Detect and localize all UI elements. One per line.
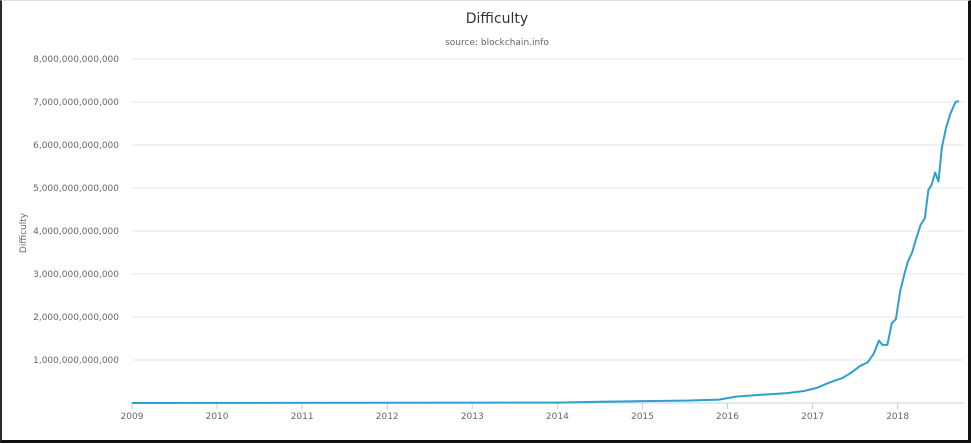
y-tick-label: 3,000,000,000,000 bbox=[33, 270, 119, 280]
x-tick-label: 2017 bbox=[801, 412, 824, 422]
x-tick-label: 2013 bbox=[461, 412, 484, 422]
x-tick-label: 2012 bbox=[376, 412, 399, 422]
y-tick-label: 8,000,000,000,000 bbox=[33, 55, 119, 65]
x-tick-label: 2011 bbox=[291, 412, 314, 422]
grid-lines bbox=[132, 58, 964, 404]
x-tick-label: 2016 bbox=[716, 412, 739, 422]
y-axis-label: Difficulty bbox=[19, 212, 29, 253]
x-tick-label: 2018 bbox=[886, 412, 909, 422]
y-tick-label: 7,000,000,000,000 bbox=[33, 98, 119, 108]
y-tick-label: 5,000,000,000,000 bbox=[33, 184, 119, 194]
chart-subtitle: source: blockchain.info bbox=[445, 38, 549, 48]
x-tick-label: 2010 bbox=[206, 412, 229, 422]
y-tick-label: 2,000,000,000,000 bbox=[33, 313, 119, 323]
x-tick-label: 2015 bbox=[631, 412, 654, 422]
chart-title: Difficulty bbox=[466, 11, 528, 27]
x-tick-label: 2014 bbox=[546, 412, 569, 422]
y-tick-labels: 1,000,000,000,000 2,000,000,000,000 3,000,… bbox=[33, 55, 119, 366]
x-tick-label: 2009 bbox=[121, 412, 144, 422]
series-line-difficulty bbox=[131, 100, 960, 404]
y-tick-label: 1,000,000,000,000 bbox=[33, 356, 119, 366]
y-tick-label: 4,000,000,000,000 bbox=[33, 227, 119, 237]
y-tick-label: 6,000,000,000,000 bbox=[33, 141, 119, 151]
x-tick-labels: 2009 2010 2011 2012 2013 2014 2015 2016 2017 2018 bbox=[121, 403, 909, 422]
series-layer bbox=[131, 100, 960, 404]
